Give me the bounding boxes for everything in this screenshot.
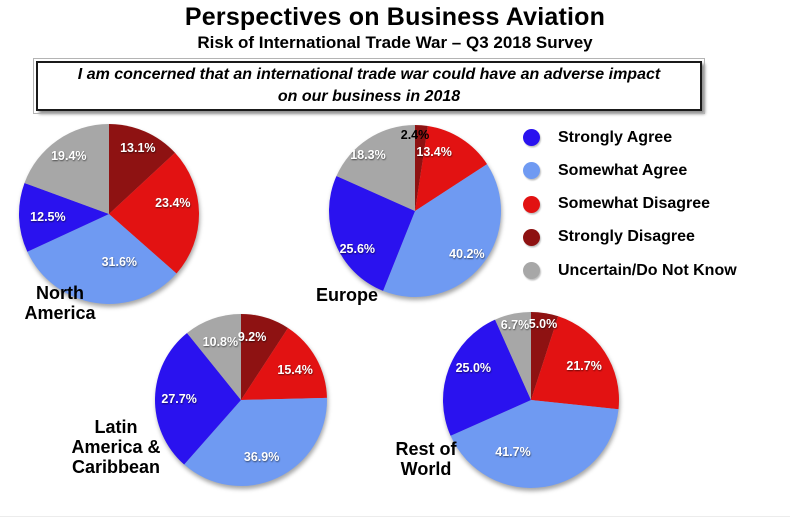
pie-region-label-north_america: North America: [0, 283, 150, 323]
pie-slice-latin_america_caribbean-somewhat_agree: [184, 397, 327, 486]
pie-value-label-latin_america_caribbean-strongly_agree: 27.7%: [161, 391, 197, 406]
legend-item-label: Somewhat Agree: [558, 161, 688, 179]
pie-slice-latin_america_caribbean-strongly_agree: [155, 333, 241, 465]
pie-value-label-north_america-somewhat_disagree: 23.4%: [155, 195, 191, 210]
bottom-divider: [0, 516, 790, 517]
region-label-line: North: [36, 283, 84, 303]
legend-item-strongly_disagree: Strongly Disagree: [523, 228, 737, 246]
pie-region-label-latin_america_caribbean: Latin America & Caribbean: [26, 417, 206, 477]
pie-slice-north_america-strongly_agree: [18, 182, 109, 252]
pie-slice-latin_america_caribbean-uncertain: [187, 314, 241, 400]
legend-item-label: Uncertain/Do Not Know: [558, 261, 737, 279]
quote-box: I am concerned that an international tra…: [33, 58, 705, 114]
pie-value-label-rest_of_world-strongly_agree: 25.0%: [455, 361, 492, 375]
legend-item-somewhat_disagree: Somewhat Disagree: [523, 195, 737, 213]
pie-slice-rest_of_world-somewhat_disagree: [531, 316, 619, 410]
pie-value-label-latin_america_caribbean-uncertain: 10.8%: [202, 334, 239, 349]
pie-slice-europe-uncertain: [336, 125, 415, 211]
pie-slice-rest_of_world-somewhat_agree: [450, 400, 619, 488]
legend-item-label: Strongly Disagree: [558, 228, 695, 246]
pie-region-label-europe: Europe: [257, 285, 437, 305]
legend-item-label: Strongly Agree: [558, 128, 673, 146]
pie-value-label-europe-somewhat_disagree: 13.4%: [416, 145, 452, 160]
legend-item-label: Somewhat Disagree: [558, 195, 711, 213]
pie-value-label-latin_america_caribbean-somewhat_agree: 36.9%: [243, 449, 280, 464]
pie-europe: [329, 125, 501, 297]
pie-slice-europe-strongly_disagree: [415, 125, 428, 211]
pie-value-label-europe-strongly_agree: 25.6%: [339, 241, 376, 256]
region-label-line: Latin: [94, 417, 138, 437]
region-label-line: Caribbean: [71, 457, 161, 477]
pie-slice-north_america-strongly_disagree: [109, 124, 175, 214]
pie-slice-rest_of_world-strongly_disagree: [531, 312, 559, 400]
legend: Strongly Agree Somewhat Agree Somewhat Dis…: [523, 129, 737, 280]
pie-north_america: [18, 124, 200, 304]
legend-swatch-icon: [523, 129, 540, 146]
pie-value-label-rest_of_world-uncertain: 6.7%: [500, 318, 530, 333]
pie-slice-latin_america_caribbean-somewhat_disagree: [241, 327, 327, 400]
pie-slice-rest_of_world-strongly_agree: [442, 319, 531, 436]
page-title: Perspectives on Business Aviation: [184, 3, 606, 31]
pie-region-label-rest_of_world: Rest of World: [336, 439, 516, 479]
pie-value-label-europe-uncertain: 18.3%: [350, 148, 386, 162]
pie-rest_of_world: [442, 312, 619, 488]
legend-swatch-icon: [523, 228, 540, 246]
pie-value-label-north_america-strongly_disagree: 13.1%: [120, 141, 156, 155]
legend-swatch-icon: [523, 262, 540, 280]
pie-slice-north_america-somewhat_agree: [27, 214, 177, 304]
pie-slice-north_america-uncertain: [24, 124, 109, 214]
quote-text: I am concerned that an international tra…: [77, 66, 661, 105]
pie-value-label-rest_of_world-somewhat_disagree: 21.7%: [566, 358, 602, 373]
pie-value-label-europe-strongly_disagree: 2.4%: [400, 128, 430, 143]
legend-item-somewhat_agree: Somewhat Agree: [523, 161, 737, 180]
pie-value-label-north_america-somewhat_agree: 31.6%: [101, 255, 138, 270]
pie-slice-north_america-somewhat_disagree: [109, 152, 200, 274]
pie-slice-europe-somewhat_disagree: [415, 125, 488, 211]
pie-value-label-north_america-uncertain: 19.4%: [51, 149, 87, 164]
pie-latin_america_caribbean: [155, 314, 327, 486]
pie-slice-rest_of_world-uncertain: [495, 312, 531, 400]
pie-value-label-rest_of_world-somewhat_agree: 41.7%: [495, 445, 531, 460]
region-label-line: America &: [71, 437, 161, 457]
legend-item-strongly_agree: Strongly Agree: [523, 129, 737, 146]
page-subtitle: Risk of International Trade War – Q3 201…: [197, 33, 593, 52]
legend-swatch-icon: [523, 195, 540, 213]
region-label-line: Europe: [315, 285, 378, 305]
pie-slice-europe-strongly_agree: [329, 175, 415, 291]
pie-value-label-europe-somewhat_agree: 40.2%: [449, 246, 485, 261]
legend-swatch-icon: [523, 162, 540, 180]
pie-value-label-latin_america_caribbean-somewhat_disagree: 15.4%: [277, 362, 313, 377]
legend-item-uncertain: Uncertain/Do Not Know: [523, 261, 737, 280]
region-label-line: Rest of: [395, 439, 457, 459]
pie-value-label-north_america-strongly_agree: 12.5%: [30, 209, 66, 224]
pie-slice-europe-somewhat_agree: [383, 164, 501, 297]
region-label-line: America: [24, 303, 96, 323]
pie-slice-latin_america_caribbean-strongly_disagree: [241, 314, 288, 400]
pie-value-label-latin_america_caribbean-strongly_disagree: 9.2%: [237, 330, 267, 345]
region-label-line: World: [400, 459, 452, 479]
pie-value-label-rest_of_world-strongly_disagree: 5.0%: [528, 317, 558, 332]
